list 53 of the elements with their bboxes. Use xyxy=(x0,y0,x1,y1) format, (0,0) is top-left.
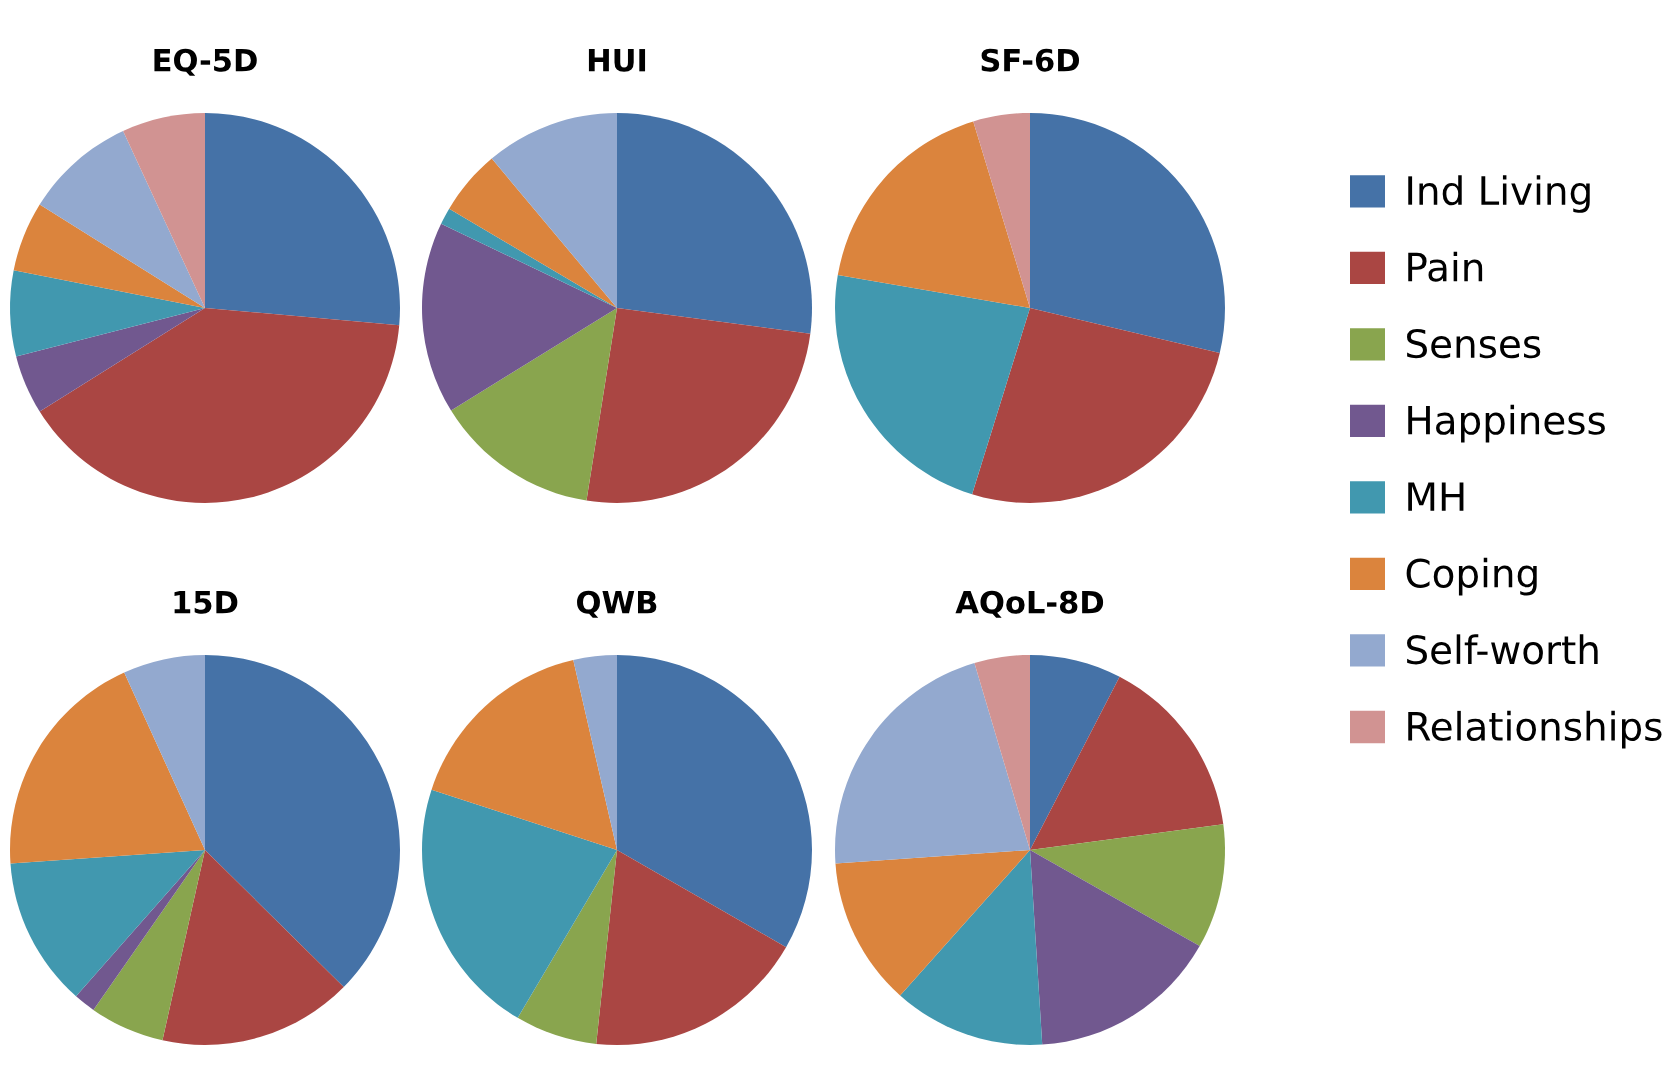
chart-title: QWB xyxy=(577,590,657,618)
pie-slice xyxy=(835,663,1030,864)
pie-slice xyxy=(451,308,617,501)
pie-slice xyxy=(39,308,400,503)
pie-slice xyxy=(972,308,1220,503)
pie-slice xyxy=(76,850,205,1010)
pie-slice xyxy=(13,204,205,308)
pie-slice xyxy=(596,850,787,1045)
pie-slice xyxy=(431,659,617,850)
legend-label: Relationships xyxy=(1408,710,1662,749)
chart-title: 15D xyxy=(174,591,238,614)
pie-slice xyxy=(124,655,205,850)
pie-slice xyxy=(422,223,617,411)
legend-label: Coping xyxy=(1406,557,1537,596)
pie-slice xyxy=(449,158,617,308)
pie-slice xyxy=(573,655,617,850)
pie-slice xyxy=(1030,113,1225,353)
pie-slice xyxy=(39,131,205,308)
pie-slice xyxy=(973,113,1030,308)
legend-label: Self-worth xyxy=(1407,634,1598,665)
legend-label: Pain xyxy=(1408,251,1483,282)
pie-slice xyxy=(10,672,205,864)
pie-slice xyxy=(835,275,1030,495)
pie-slice xyxy=(491,113,617,308)
pie-slice xyxy=(10,270,205,357)
legend-label: MH xyxy=(1408,482,1464,511)
legend-label: Happiness xyxy=(1408,404,1605,443)
pie-slice xyxy=(10,850,205,997)
pie-slice xyxy=(205,655,400,988)
pie-slice xyxy=(617,113,812,334)
pie-slice xyxy=(617,655,812,948)
pie-slice xyxy=(422,789,617,1018)
pie-slice xyxy=(16,308,205,412)
chart-title: SF-6D xyxy=(981,48,1080,72)
legend-label: Ind Living xyxy=(1408,175,1590,213)
pie-slice xyxy=(835,850,1030,996)
pie-slice xyxy=(974,655,1030,850)
pie-slice xyxy=(1030,655,1120,850)
pie-slice xyxy=(1030,676,1224,850)
chart-title: AQoL-8D xyxy=(955,590,1104,618)
chart-title: EQ-5D xyxy=(154,48,257,76)
pie-slice xyxy=(837,121,1030,308)
pie-slice xyxy=(1030,850,1200,1045)
chart-title: HUI xyxy=(588,49,646,72)
pie-slice xyxy=(205,113,400,326)
legend-label: Senses xyxy=(1407,328,1541,359)
pie-slice xyxy=(93,850,205,1041)
pie-slice xyxy=(586,308,811,503)
pie-slice xyxy=(1030,824,1225,947)
pie-slice xyxy=(162,850,344,1045)
pie-slice xyxy=(900,850,1043,1045)
pie-slice xyxy=(517,850,617,1044)
pie-slice xyxy=(123,113,205,308)
